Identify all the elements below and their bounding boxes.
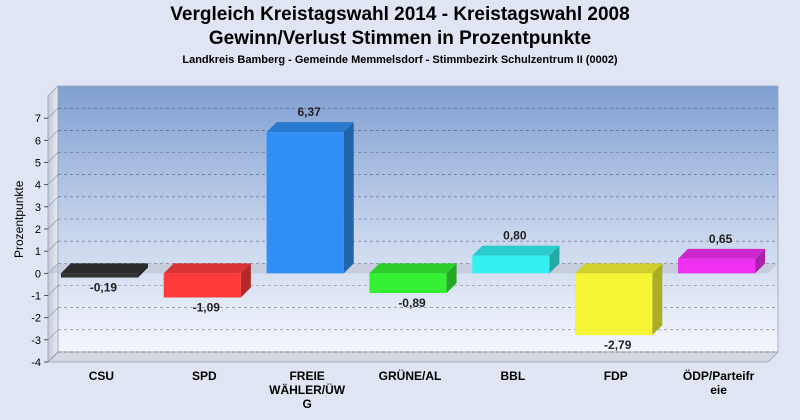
gridline-depth — [47, 307, 59, 318]
x-tick-label-line: GRÜNE/AL — [379, 368, 442, 383]
bar-side — [138, 263, 148, 278]
bar-top — [575, 263, 663, 274]
bar-top — [163, 263, 251, 274]
y-tick-label: 6 — [35, 135, 41, 147]
bar — [163, 263, 251, 298]
bar-front — [472, 255, 550, 274]
y-tick-label: 0 — [35, 268, 41, 280]
gridline-depth — [47, 240, 59, 252]
y-tick-label: 5 — [35, 158, 41, 170]
gridline-depth — [47, 107, 59, 119]
gridline-depth — [47, 174, 59, 185]
bar-front — [163, 273, 241, 298]
gridline-depth — [47, 329, 59, 341]
bar-side — [446, 263, 457, 294]
x-tick-label-line: G — [302, 397, 311, 411]
x-tick-label-line: FDP — [604, 369, 628, 383]
bar — [60, 263, 148, 278]
data-label: -0,19 — [90, 281, 118, 295]
x-tick-label-line: ÖDP/Parteifr — [683, 368, 755, 383]
data-label: 0,65 — [709, 232, 733, 246]
bar-top — [369, 263, 457, 274]
x-tick-label-line: BBL — [501, 369, 526, 383]
x-tick-label-line: eie — [710, 383, 727, 397]
gridline-depth — [47, 351, 59, 363]
bar-side — [240, 263, 251, 298]
chart-subtitle: Gewinn/Verlust Stimmen in Prozentpunkte — [208, 28, 592, 49]
bar-top — [472, 245, 560, 256]
x-tick-label: FDP — [604, 369, 628, 383]
x-tick-label-line: FREIE — [289, 369, 324, 383]
data-label: -2,79 — [604, 338, 632, 352]
y-tick-label: -4 — [31, 357, 41, 369]
y-tick-label: -3 — [31, 335, 41, 347]
y-tick-label: 2 — [35, 224, 41, 236]
gridline-depth — [47, 218, 59, 230]
x-tick-label: CSU — [89, 369, 114, 383]
gridline-depth — [47, 130, 59, 141]
x-tick-label: SPD — [192, 369, 217, 383]
bar-side — [343, 122, 354, 274]
x-tick-label-line: WÄHLER/ÜW — [269, 382, 346, 397]
bar-front — [60, 273, 138, 278]
chart-caption: Landkreis Bamberg - Gemeinde Memmelsdorf… — [182, 54, 618, 66]
gridline-depth — [47, 196, 59, 208]
bar — [266, 122, 354, 274]
data-label: -1,09 — [193, 300, 221, 314]
data-label: 6,37 — [297, 105, 321, 119]
y-tick-label: 1 — [35, 246, 41, 258]
y-tick-label: 4 — [35, 180, 41, 192]
bar-top — [678, 248, 766, 259]
bar-side — [755, 248, 766, 274]
y-tick-label: -2 — [31, 313, 41, 325]
bar-side — [549, 245, 560, 274]
x-tick-label: FREIE WÄHLER/ÜW G — [269, 369, 346, 411]
x-tick-label: ÖDP/Parteifr eie — [683, 368, 755, 397]
y-tick-label: -1 — [31, 291, 41, 303]
x-tick-label: GRÜNE/AL — [379, 368, 442, 383]
bar-front — [575, 273, 653, 336]
bar — [472, 245, 560, 274]
bar-front — [678, 258, 756, 274]
bar-side — [652, 263, 663, 336]
gridline-depth — [47, 285, 59, 296]
gridline-depth — [47, 152, 59, 163]
bar-top — [60, 263, 148, 274]
bar — [369, 263, 457, 294]
data-label: 0,80 — [503, 229, 527, 243]
bar — [575, 263, 663, 336]
bar-top — [266, 122, 354, 133]
x-tick-label-line: SPD — [192, 369, 217, 383]
y-tick-label: 3 — [35, 202, 41, 214]
floor — [47, 351, 779, 363]
bar-front — [266, 132, 344, 274]
y-tick-label: 7 — [35, 113, 41, 125]
data-label: -0,89 — [398, 296, 426, 310]
chart-title: Vergleich Kreistagswahl 2014 - Kreistags… — [170, 4, 630, 25]
bar — [678, 248, 766, 274]
x-tick-label: BBL — [501, 369, 526, 383]
bar-front — [369, 273, 447, 294]
x-tick-label-line: CSU — [89, 369, 114, 383]
